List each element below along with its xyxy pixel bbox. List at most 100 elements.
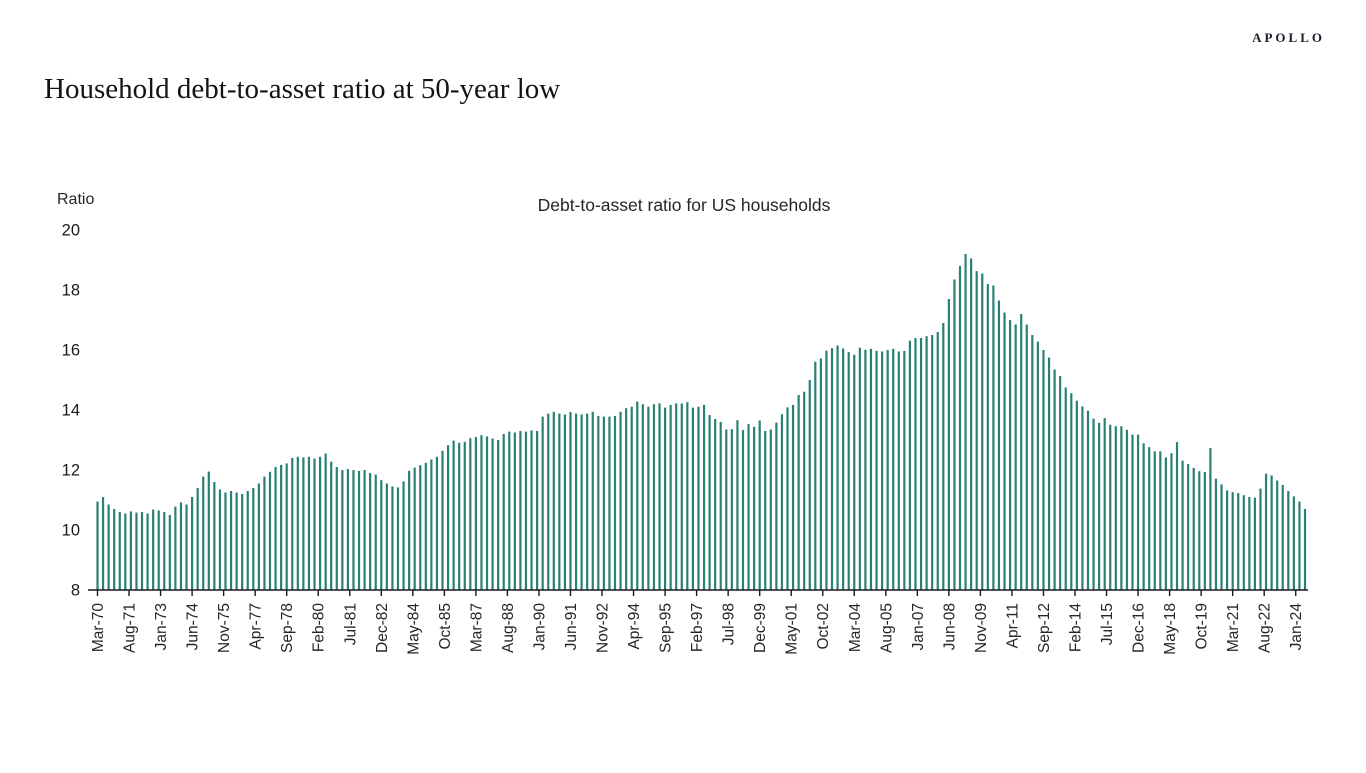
bar — [1220, 484, 1223, 590]
bar — [1303, 509, 1307, 590]
bar — [419, 465, 422, 590]
bar — [658, 403, 661, 590]
bar — [508, 431, 511, 590]
bar — [285, 463, 288, 590]
y-tick-label: 8 — [71, 582, 80, 600]
bar — [174, 506, 177, 590]
bar — [547, 413, 550, 590]
bar — [753, 426, 756, 590]
x-tick-label: Sep-78 — [279, 603, 296, 653]
bar — [1020, 314, 1023, 590]
bar — [341, 470, 344, 590]
bar — [625, 408, 628, 590]
bar — [1276, 480, 1279, 590]
bar — [825, 350, 828, 590]
bar — [313, 458, 316, 590]
bar — [814, 361, 817, 590]
bar — [936, 332, 939, 590]
bar — [391, 486, 394, 590]
bar — [1298, 501, 1301, 590]
bar — [1086, 410, 1090, 590]
bar — [1014, 324, 1017, 590]
bar — [318, 456, 322, 590]
bar — [352, 470, 355, 590]
bar — [274, 467, 277, 590]
bar — [652, 404, 656, 590]
bar — [346, 469, 349, 590]
bar — [324, 453, 327, 590]
bar — [1153, 451, 1156, 590]
bar — [630, 406, 633, 590]
bar — [480, 435, 483, 590]
bar — [291, 458, 294, 590]
bar — [246, 491, 249, 590]
bar — [881, 351, 884, 590]
x-tick-label: Aug-22 — [1257, 603, 1274, 653]
x-tick-label: Mar-87 — [468, 603, 485, 652]
x-tick-label: Aug-88 — [500, 603, 517, 653]
bar — [1270, 475, 1273, 590]
bar — [892, 348, 895, 590]
bar — [524, 431, 528, 590]
bar — [675, 403, 678, 590]
bar — [413, 467, 416, 590]
bar — [458, 442, 461, 590]
bar — [135, 512, 138, 590]
bar — [1198, 471, 1201, 590]
bar — [1209, 448, 1212, 590]
x-tick-label: Oct-02 — [815, 603, 832, 650]
x-tick-label: Jan-07 — [910, 603, 927, 650]
y-tick-label: 14 — [62, 402, 80, 420]
x-tick-label: Jul-98 — [721, 603, 738, 645]
bar — [563, 414, 567, 590]
chart-title: Debt-to-asset ratio for US households — [538, 195, 831, 215]
x-tick-label: Mar-70 — [90, 603, 107, 652]
x-tick-label: May-18 — [1162, 603, 1179, 655]
x-tick-label: Jul-15 — [1099, 603, 1116, 645]
bar — [964, 254, 967, 590]
bar — [786, 407, 789, 590]
bar — [140, 512, 144, 590]
x-tick-label: Apr-11 — [1004, 603, 1021, 648]
bar — [981, 273, 984, 590]
bar — [146, 513, 149, 590]
x-tick-label: Jun-91 — [563, 603, 580, 650]
bar — [903, 350, 906, 590]
bar — [202, 476, 205, 590]
bar — [970, 258, 973, 590]
bar — [213, 482, 216, 590]
bar — [101, 497, 105, 590]
bar — [797, 395, 800, 590]
bar — [708, 415, 711, 590]
bar — [1064, 387, 1067, 590]
bar — [1292, 496, 1295, 590]
bar — [791, 404, 795, 590]
bar — [858, 347, 861, 590]
bar — [702, 404, 706, 590]
bar — [1253, 497, 1257, 590]
bar — [1059, 376, 1062, 590]
bar — [697, 406, 700, 590]
bar — [1103, 418, 1106, 590]
bar — [229, 491, 233, 590]
bar — [168, 515, 171, 590]
bar — [830, 348, 834, 590]
bar — [947, 299, 950, 590]
bar — [1159, 451, 1162, 590]
bar — [842, 348, 845, 590]
bar — [1287, 491, 1290, 590]
bar — [953, 279, 956, 590]
x-tick-label: Nov-92 — [595, 603, 612, 653]
apollo-logo: APOLLO — [1252, 30, 1325, 45]
bar — [224, 492, 227, 590]
bar — [758, 420, 761, 590]
bar — [441, 450, 444, 590]
bar — [1109, 424, 1112, 590]
bar — [435, 456, 439, 590]
bar — [558, 413, 561, 590]
bar — [452, 440, 455, 590]
x-tick-label: Jun-08 — [941, 603, 958, 650]
bar — [1136, 434, 1140, 590]
bar — [875, 350, 878, 590]
bar — [897, 351, 900, 590]
